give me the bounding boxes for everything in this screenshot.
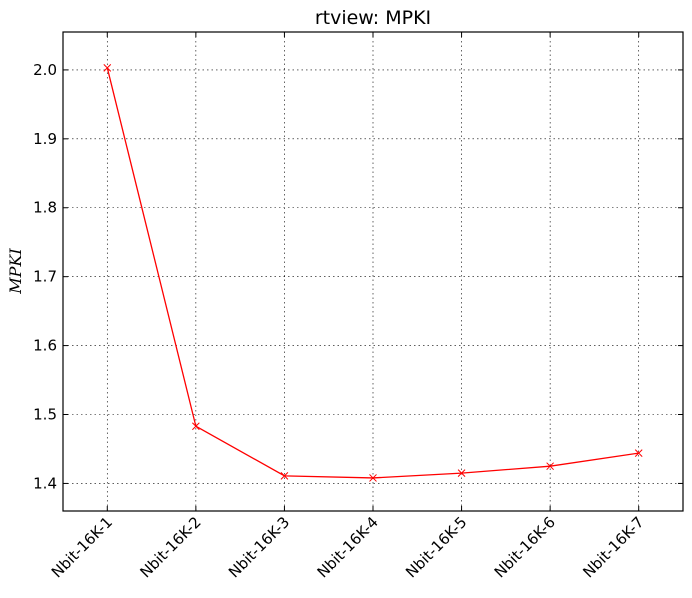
y-tick-label: 2.0 (33, 61, 57, 79)
x-tick-label: Nbit-16K-5 (402, 513, 470, 581)
grid (63, 32, 683, 511)
data-point-marker (103, 63, 112, 72)
y-tick-label: 1.6 (33, 337, 57, 355)
data-point-marker (280, 471, 289, 480)
x-tick-label: Nbit-16K-6 (491, 513, 559, 581)
x-tick-label: Nbit-16K-2 (136, 513, 204, 581)
x-tick-label: Nbit-16K-1 (48, 513, 116, 581)
data-point-marker (369, 474, 377, 482)
x-tick-label: Nbit-16K-3 (225, 513, 293, 581)
x-tick-label: Nbit-16K-4 (314, 513, 382, 581)
data-point-marker (457, 469, 466, 477)
y-tick-label: 1.4 (33, 474, 57, 492)
y-tick-label: 1.9 (33, 130, 57, 148)
x-tick-label: Nbit-16K-7 (579, 513, 647, 581)
x-axis-ticks: Nbit-16K-1 Nbit-16K-2 Nbit-16K-3 Nbit-16K-4… (48, 32, 648, 581)
series-group (103, 63, 643, 482)
y-tick-label: 1.8 (33, 199, 57, 217)
data-point-marker (634, 449, 643, 457)
data-point-marker (546, 462, 554, 471)
series-line (106, 67, 639, 479)
y-axis-label: MPKI (6, 248, 25, 295)
y-axis-ticks: 1.4 1.5 1.6 1.7 1.8 1.9 2.0 (33, 61, 683, 492)
chart-title: rtview: MPKI (315, 7, 431, 29)
y-tick-label: 1.7 (33, 268, 57, 286)
plot-frame (62, 31, 684, 512)
y-tick-label: 1.5 (33, 406, 57, 424)
data-point-marker (192, 422, 200, 431)
